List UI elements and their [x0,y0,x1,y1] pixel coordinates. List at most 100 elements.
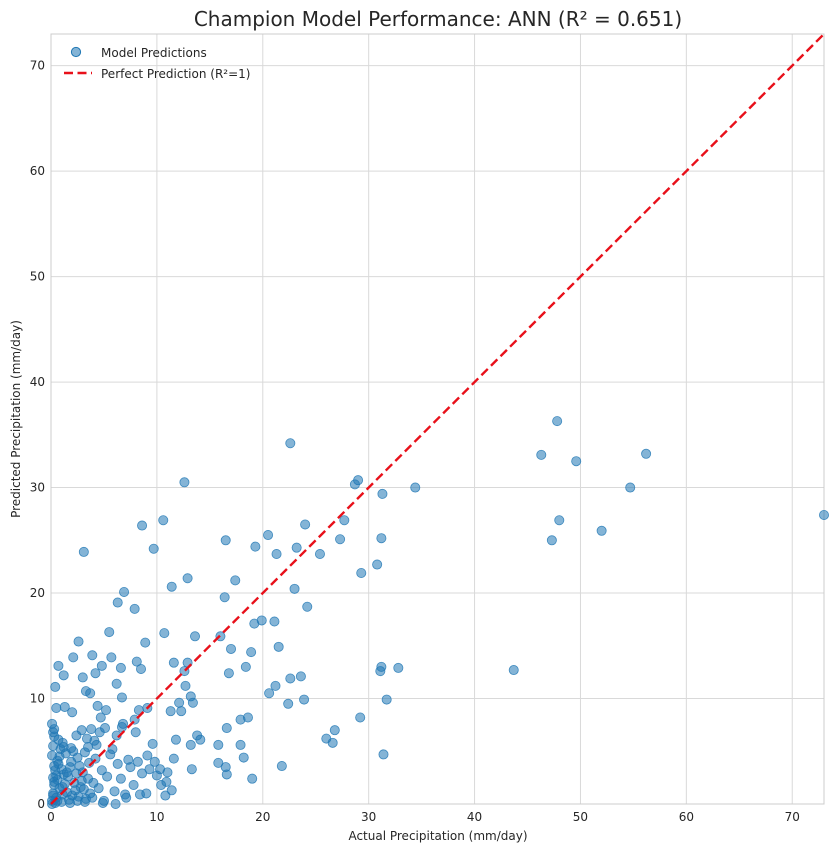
data-point [66,756,77,767]
data-point [128,780,139,791]
data-point [50,681,61,692]
data-point [96,765,107,776]
data-point [79,796,90,807]
data-point [185,739,196,750]
y-tick-label: 20 [30,586,45,600]
data-point [289,583,300,594]
grid [50,34,824,805]
data-point [83,742,94,753]
data-point [147,738,158,749]
data-point [213,739,224,750]
data-point [242,712,253,723]
data-point [269,616,280,627]
data-point [116,692,127,703]
legend-label-model-predictions: Model Predictions [101,46,207,60]
data-point [291,542,302,553]
data-point [168,753,179,764]
x-tick-label: 70 [785,810,800,824]
data-point [87,792,98,803]
data-point [48,740,59,751]
data-point [314,549,325,560]
data-point [180,680,191,691]
data-point [86,724,97,735]
data-point [149,756,160,767]
data-point [59,701,70,712]
data-point [58,670,69,681]
data-point [187,697,198,708]
data-point [372,559,383,570]
data-point [238,752,249,763]
data-point [339,515,350,526]
perfect-prediction-line [50,33,825,805]
y-tick-label: 70 [30,59,45,73]
data-point [71,730,82,741]
data-point [356,568,367,579]
data-point [182,573,193,584]
x-tick-label: 30 [361,810,376,824]
data-point [641,448,652,459]
data-point [92,700,103,711]
legend: Model Predictions Perfect Prediction (R²… [64,46,250,81]
data-point [66,743,77,754]
data-point [536,449,547,460]
data-point [552,416,563,427]
data-point [295,671,306,682]
data-point [48,727,59,738]
data-point [85,688,96,699]
data-point [285,673,296,684]
data-point [353,475,364,486]
data-point [271,549,282,560]
data-point [78,784,89,795]
data-point [285,438,296,449]
data-point [71,768,82,779]
x-tick-label: 0 [47,810,55,824]
data-point [247,773,258,784]
data-point [381,694,392,705]
x-axis-label: Actual Precipitation (mm/day) [348,829,527,843]
data-point [115,773,126,784]
data-point [213,757,224,768]
data-point [264,688,275,699]
scatter-points [47,416,830,810]
data-point [195,734,206,745]
data-point [256,615,267,626]
data-point [100,723,111,734]
data-point [161,776,172,787]
data-point [78,546,89,557]
data-point [376,661,387,672]
data-point [170,734,181,745]
data-point [130,727,141,738]
data-point [625,482,636,493]
y-tick-label: 30 [30,481,45,495]
data-point [137,520,148,531]
y-tick-label: 40 [30,375,45,389]
x-tick-label: 50 [573,810,588,824]
data-point [140,637,151,648]
data-point [377,488,388,499]
data-point [132,756,143,767]
data-point [61,767,72,778]
data-point [93,783,104,794]
data-point [329,725,340,736]
data-point [90,668,101,679]
data-point [270,680,281,691]
legend-label-perfect-prediction: Perfect Prediction (R²=1) [101,67,250,81]
y-tick-label: 50 [30,270,45,284]
data-point [112,597,123,608]
data-point [159,628,170,639]
chart-title: Champion Model Performance: ANN (R² = 0.… [194,7,682,31]
data-point [302,601,313,612]
data-point [219,592,230,603]
data-point [158,515,169,526]
data-point [250,541,261,552]
data-point [102,771,113,782]
x-tick-label: 60 [679,810,694,824]
data-point [121,792,132,803]
data-point [508,665,519,676]
data-point [47,718,58,729]
data-point [179,477,190,488]
data-point [136,663,147,674]
data-point [131,656,142,667]
data-point [300,519,311,530]
data-point [283,698,294,709]
